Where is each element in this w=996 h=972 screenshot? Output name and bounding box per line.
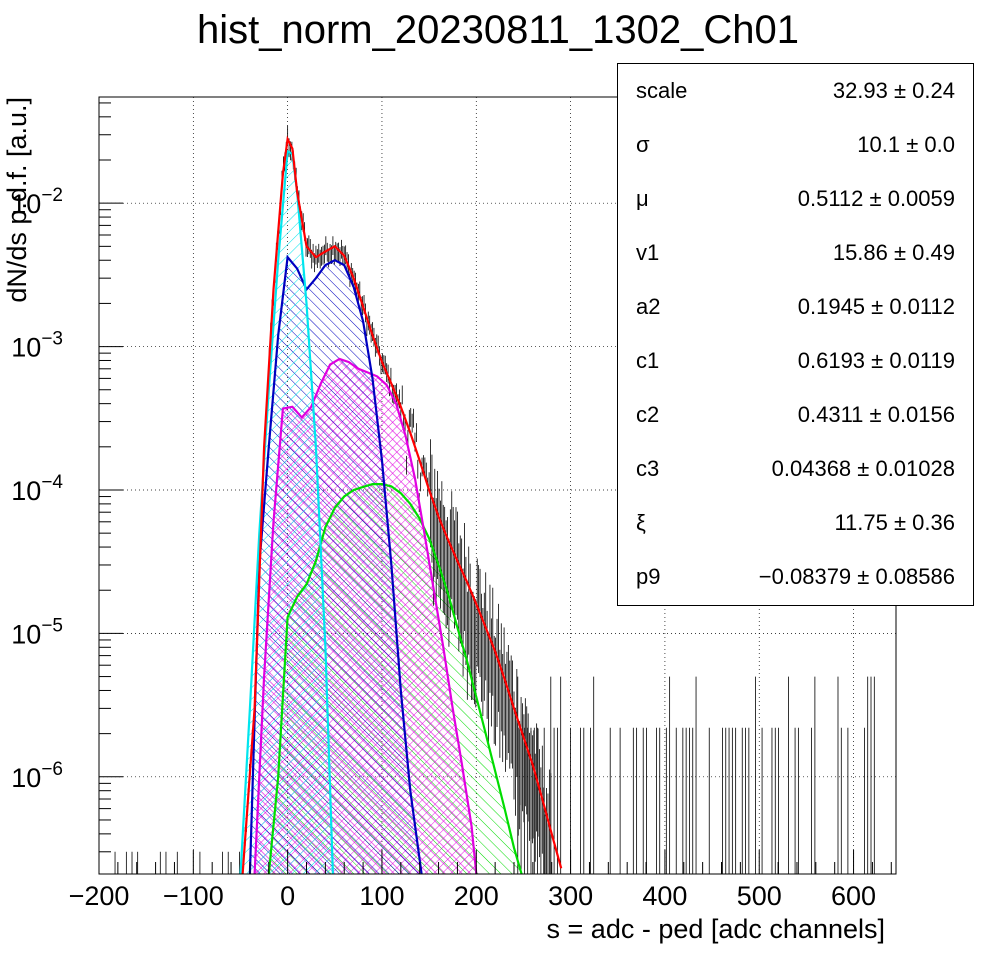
stat-row-c2: c2 0.4311 ± 0.0156 (618, 388, 973, 442)
stat-name: a2 (636, 294, 661, 319)
stat-row-mu: μ 0.5112 ± 0.0059 (618, 172, 973, 226)
stat-value: 15.86 ± 0.49 (832, 240, 955, 265)
y-tick-label: 10−2 (11, 185, 63, 219)
x-tick-label: −200 (69, 881, 130, 911)
pedestal-curve (239, 149, 334, 874)
stat-value: 0.6193 ± 0.0119 (797, 348, 955, 373)
stat-name: c2 (636, 402, 660, 427)
stat-name: v1 (636, 240, 660, 265)
x-tick-label: 100 (359, 881, 404, 911)
one_pe-curve (248, 254, 423, 874)
stat-row-scale: scale 32.93 ± 0.24 (618, 64, 973, 118)
three_pe-curve (267, 483, 523, 874)
stat-row-v1: v1 15.86 ± 0.49 (618, 226, 973, 280)
x-axis-label: s = adc - ped [adc channels] (547, 914, 885, 944)
stat-value: 0.04368 ± 0.01028 (771, 456, 955, 481)
stat-row-sigma: σ 10.1 ± 0.0 (618, 118, 973, 172)
stat-row-p9: p9 −0.08379 ± 0.08586 (618, 550, 973, 604)
x-tick-label: 0 (280, 881, 295, 911)
stat-row-xi: ξ 11.75 ± 0.36 (618, 496, 973, 550)
y-tick-label: 10−3 (11, 329, 63, 363)
stat-name: σ (636, 132, 650, 157)
x-tick-label: 200 (454, 881, 499, 911)
two_pe-curve (253, 357, 478, 874)
stat-value: 0.1945 ± 0.0112 (797, 294, 955, 319)
fit-stats-box: scale 32.93 ± 0.24 σ 10.1 ± 0.0 μ 0.5112… (617, 63, 974, 606)
stat-row-c1: c1 0.6193 ± 0.0119 (618, 334, 973, 388)
stat-name: μ (636, 186, 649, 211)
fill-layer (240, 151, 522, 874)
stat-name: c3 (636, 456, 660, 481)
x-tick-label: 500 (737, 881, 782, 911)
total_fit-curve (241, 135, 563, 874)
stat-value: 0.5112 ± 0.0059 (797, 186, 955, 211)
x-tick-label: 300 (548, 881, 593, 911)
axis-layer: −200 −100 0 100 200 300 400 500 600 10−6 10−5 10−4 1… (11, 102, 892, 911)
stat-value: 0.4311 ± 0.0156 (797, 402, 955, 427)
stat-name: ξ (636, 510, 646, 535)
y-tick-label: 10−5 (11, 615, 63, 649)
stat-name: p9 (636, 564, 661, 589)
stat-name: c1 (636, 348, 660, 373)
y-tick-label: 10−4 (11, 472, 63, 506)
stat-value: 10.1 ± 0.0 (857, 132, 955, 157)
y-axis-label: dN/ds p.d.f. [a.u.] (2, 97, 32, 303)
x-tick-label: 600 (831, 881, 876, 911)
curve-layer (239, 135, 563, 874)
x-tick-label: −100 (163, 881, 224, 911)
chart-title: hist_norm_20230811_1302_Ch01 (197, 8, 799, 52)
stat-name: scale (636, 78, 688, 103)
stat-value: 32.93 ± 0.24 (832, 78, 955, 103)
x-tick-label: 400 (642, 881, 687, 911)
stat-row-a2: a2 0.1945 ± 0.0112 (618, 280, 973, 334)
y-tick-label: 10−6 (11, 759, 63, 793)
stat-row-c3: c3 0.04368 ± 0.01028 (618, 442, 973, 496)
stat-value: 11.75 ± 0.36 (834, 510, 955, 535)
stat-value: −0.08379 ± 0.08586 (758, 564, 955, 589)
